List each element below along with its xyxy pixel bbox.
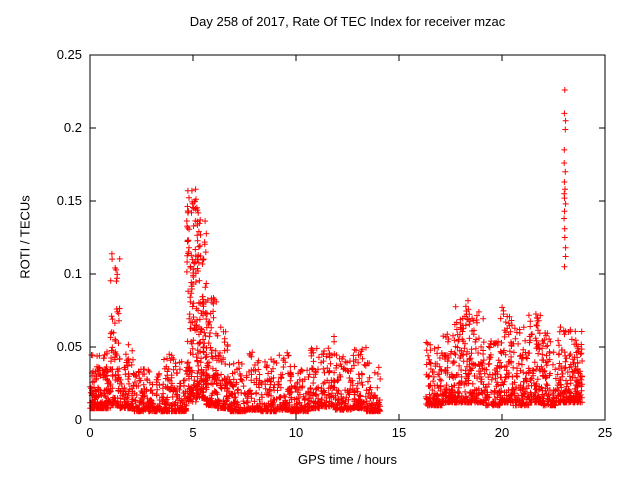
chart-title: Day 258 of 2017, Rate Of TEC Index for r… bbox=[189, 14, 506, 29]
data-points bbox=[87, 87, 586, 415]
y-tick-label: 0.05 bbox=[57, 339, 82, 354]
x-tick-label: 15 bbox=[392, 425, 406, 440]
y-tick-label: 0.15 bbox=[57, 193, 82, 208]
y-tick-label: 0.1 bbox=[64, 266, 82, 281]
y-tick-label: 0 bbox=[75, 412, 82, 427]
plot-border bbox=[89, 54, 606, 421]
x-tick-label: 0 bbox=[86, 425, 93, 440]
x-tick-label: 20 bbox=[495, 425, 509, 440]
y-tick-label: 0.25 bbox=[57, 47, 82, 62]
x-tick-label: 25 bbox=[598, 425, 612, 440]
x-tick-label: 5 bbox=[189, 425, 196, 440]
x-tick-label: 10 bbox=[289, 425, 303, 440]
x-axis-label: GPS time / hours bbox=[298, 452, 397, 467]
y-tick-label: 0.2 bbox=[64, 120, 82, 135]
